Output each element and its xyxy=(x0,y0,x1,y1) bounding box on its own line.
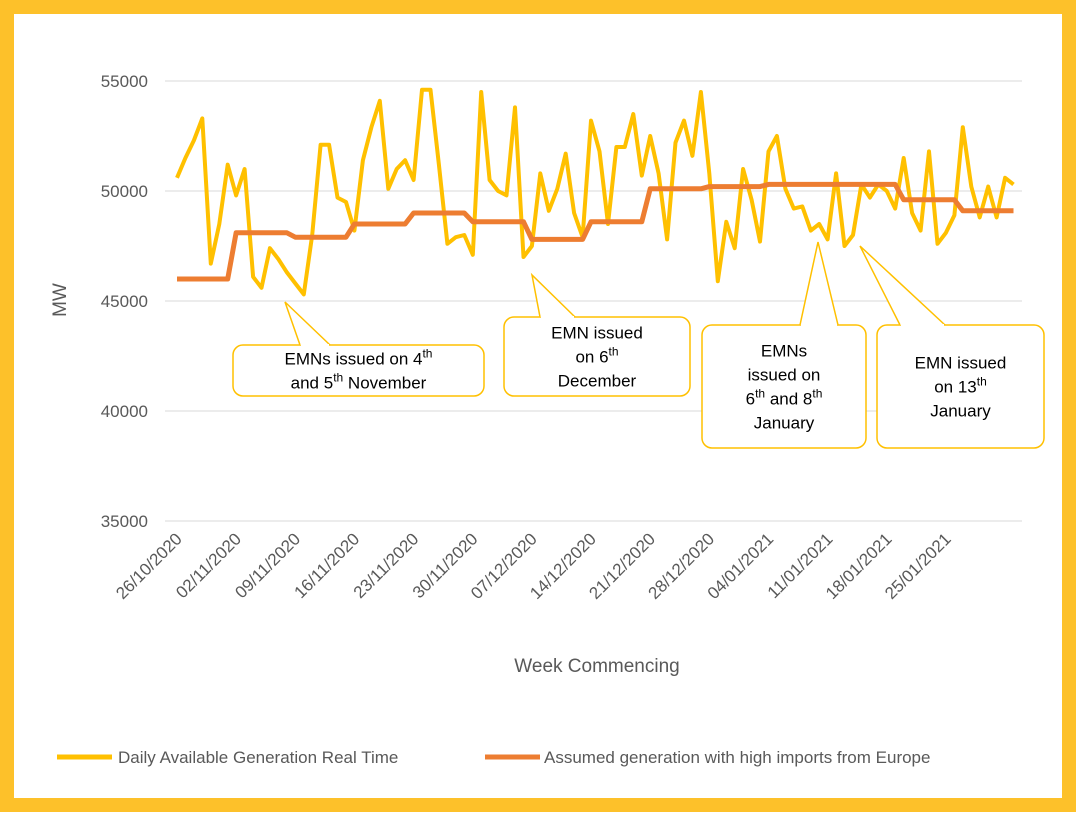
annotation-text: January xyxy=(754,414,815,433)
annotation-text: on 13th xyxy=(934,375,987,397)
annotation-part: January xyxy=(754,414,815,433)
superscript: th xyxy=(609,345,619,359)
y-tick-label: 45000 xyxy=(101,292,148,311)
superscript: th xyxy=(333,371,343,385)
annotation-text: January xyxy=(930,402,991,421)
superscript: th xyxy=(755,387,765,401)
annotation-part: and 8 xyxy=(765,390,812,409)
annotation-text: EMN issued xyxy=(915,354,1007,373)
annotation: EMN issued on 6th December xyxy=(503,272,691,397)
annotation-text: EMN issued xyxy=(551,324,643,343)
legend-label: Daily Available Generation Real Time xyxy=(118,748,398,767)
annotation-box xyxy=(701,324,867,449)
series-line xyxy=(175,87,1015,297)
annotation-part: January xyxy=(930,402,991,421)
annotation-text: EMNs xyxy=(761,342,807,361)
annotation-pointer xyxy=(859,245,946,326)
y-axis-title: MW xyxy=(50,283,71,317)
annotation-text: 6th and 8th xyxy=(746,387,823,409)
annotation-text: on 6th xyxy=(575,345,618,367)
annotation-pointer xyxy=(530,272,576,318)
annotation: EMN issued on 13th January xyxy=(859,245,1045,449)
annotation-text: and 5th November xyxy=(291,371,427,393)
annotation-part: EMNs xyxy=(761,342,807,361)
legend-label: Assumed generation with high imports fro… xyxy=(544,748,930,767)
annotation-part: EMNs issued on 4 xyxy=(285,350,423,369)
y-tick-label: 40000 xyxy=(101,402,148,421)
annotation-part: November xyxy=(343,374,426,393)
y-tick-label: 55000 xyxy=(101,72,148,91)
annotation-part: on 6 xyxy=(575,348,608,367)
superscript: th xyxy=(812,387,822,401)
x-axis-title: Week Commencing xyxy=(514,656,679,677)
annotation-pointer xyxy=(799,241,839,326)
annotation-part: issued on xyxy=(748,366,821,385)
annotation-box xyxy=(503,316,691,397)
superscript: th xyxy=(977,375,987,389)
y-tick-label: 50000 xyxy=(101,182,148,201)
annotation-box xyxy=(876,324,1045,449)
annotation-part: on 13 xyxy=(934,378,977,397)
annotation-part: EMN issued xyxy=(915,354,1007,373)
annotation-part: December xyxy=(558,372,637,391)
superscript: th xyxy=(422,347,432,361)
y-tick-label: 35000 xyxy=(101,512,148,531)
annotation-text: EMNs issued on 4th xyxy=(285,347,433,369)
annotation-box xyxy=(232,344,485,397)
annotation-part: 6 xyxy=(746,390,755,409)
annotation-part: EMN issued xyxy=(551,324,643,343)
series-line xyxy=(177,181,1014,282)
annotation-text: December xyxy=(558,372,637,391)
annotation-pointer xyxy=(284,301,331,346)
annotation-text: issued on xyxy=(748,366,821,385)
annotation-part: and 5 xyxy=(291,374,334,393)
